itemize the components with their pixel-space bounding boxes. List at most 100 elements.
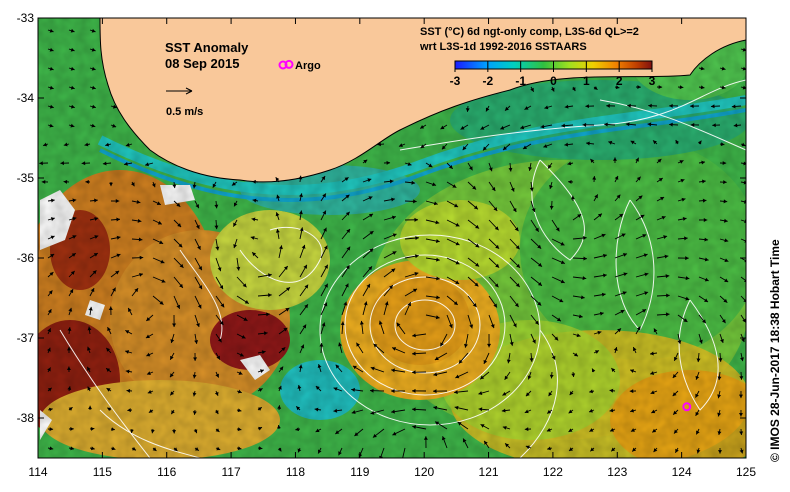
velocity-arrowhead — [550, 87, 555, 92]
velocity-arrowhead — [642, 309, 647, 313]
velocity-arrowhead — [647, 122, 652, 127]
velocity-arrowhead — [63, 142, 68, 147]
velocity-arrowhead — [333, 408, 338, 413]
velocity-arrowhead — [263, 331, 268, 336]
velocity-arrowhead — [322, 210, 327, 215]
velocity-arrowhead — [214, 204, 219, 209]
velocity-arrowhead — [156, 201, 161, 206]
velocity-arrowhead — [172, 323, 177, 327]
velocity-arrowhead — [370, 410, 375, 415]
velocity-arrowhead — [743, 199, 746, 204]
velocity-arrowhead — [236, 266, 241, 271]
lon-tick-label: 121 — [479, 465, 499, 479]
velocity-arrowhead — [392, 233, 397, 238]
velocity-arrowhead — [669, 103, 673, 108]
velocity-arrowhead — [352, 365, 357, 370]
velocity-arrowhead — [159, 300, 164, 305]
velocity-arrowhead — [87, 386, 92, 391]
velocity-arrowhead — [333, 387, 338, 391]
velocity-arrowhead — [644, 291, 649, 296]
velocity-arrowhead — [369, 213, 374, 218]
velocity-arrowhead — [91, 123, 96, 128]
velocity-arrowhead — [524, 106, 529, 110]
velocity-arrowhead — [623, 253, 627, 257]
velocity-arrowhead — [502, 391, 507, 396]
velocity-arrowhead — [338, 451, 342, 456]
velocity-arrowhead — [483, 146, 487, 151]
velocity-arrowhead — [609, 388, 614, 393]
velocity-arrowhead — [136, 200, 141, 204]
velocity-arrowhead — [555, 227, 560, 232]
scale-arrow-icon — [185, 87, 193, 95]
lat-tick-label: -37 — [17, 331, 35, 345]
velocity-arrowhead — [70, 104, 75, 109]
velocity-arrowhead — [90, 288, 95, 293]
velocity-arrowhead — [389, 179, 394, 184]
velocity-arrowhead — [531, 208, 536, 213]
velocity-arrowhead — [580, 295, 585, 300]
velocity-arrowhead — [345, 211, 350, 216]
velocity-arrowhead — [741, 142, 746, 147]
velocity-arrowhead — [665, 274, 670, 279]
velocity-arrowhead — [594, 194, 598, 199]
velocity-arrowhead — [630, 428, 635, 432]
velocity-arrowhead — [216, 446, 221, 451]
velocity-arrowhead — [295, 427, 300, 432]
velocity-arrowhead — [674, 429, 678, 434]
velocity-arrowhead — [433, 372, 438, 377]
velocity-arrowhead — [493, 303, 497, 308]
velocity-arrowhead — [70, 85, 75, 90]
velocity-arrowhead — [611, 447, 616, 452]
velocity-arrowhead — [70, 28, 75, 33]
velocity-arrowhead — [354, 432, 359, 437]
velocity-arrowhead — [50, 254, 55, 258]
velocity-arrowhead — [91, 85, 96, 90]
velocity-arrow — [740, 219, 746, 223]
velocity-arrowhead — [94, 198, 98, 203]
velocity-arrowhead — [250, 236, 255, 240]
velocity-arrowhead — [170, 355, 174, 360]
velocity-arrowhead — [159, 240, 164, 245]
velocity-arrowhead — [239, 352, 244, 357]
velocity-arrowhead — [578, 314, 583, 319]
velocity-arrowhead — [704, 277, 709, 282]
velocity-arrowhead — [392, 251, 397, 255]
velocity-arrowhead — [556, 317, 561, 322]
velocity-arrowhead — [115, 270, 120, 275]
velocity-arrowhead — [680, 178, 685, 183]
argo-markers — [284, 59, 692, 412]
velocity-arrowhead — [233, 244, 238, 249]
velocity-arrowhead — [723, 298, 728, 303]
velocity-arrowhead — [490, 324, 495, 329]
velocity-arrowhead — [392, 431, 397, 436]
velocity-arrowhead — [278, 385, 282, 390]
velocity-arrowhead — [534, 320, 539, 325]
velocity-arrowhead — [436, 276, 440, 281]
velocity-arrowhead — [372, 433, 377, 438]
velocity-arrowhead — [673, 356, 678, 361]
velocity-arrowhead — [464, 343, 468, 348]
velocity-arrowhead — [434, 356, 439, 360]
velocity-arrowhead — [106, 368, 111, 372]
colorbar-tick-label: 3 — [649, 74, 656, 88]
velocity-arrowhead — [151, 183, 156, 188]
velocity-arrowhead — [172, 429, 177, 434]
velocity-arrowhead — [48, 290, 53, 295]
velocity-arrowhead — [638, 195, 643, 200]
velocity-arrowhead — [696, 430, 700, 435]
velocity-arrowhead — [92, 270, 97, 275]
velocity-arrowhead — [718, 450, 722, 454]
velocity-arrowhead — [88, 405, 92, 410]
velocity-arrowhead — [592, 176, 597, 180]
velocity-arrowhead — [743, 161, 746, 166]
velocity-arrowhead — [473, 205, 478, 210]
velocity-arrowhead — [731, 104, 736, 109]
velocity-arrowhead — [465, 108, 470, 112]
velocity-arrowhead — [597, 213, 602, 218]
velocity-arrowhead — [90, 446, 95, 451]
velocity-arrowhead — [516, 263, 521, 268]
velocity-arrowhead — [505, 106, 509, 111]
velocity-arrowhead — [672, 392, 677, 397]
velocity-arrowhead — [653, 328, 658, 333]
velocity-scale: 0.5 m/s — [166, 87, 203, 118]
